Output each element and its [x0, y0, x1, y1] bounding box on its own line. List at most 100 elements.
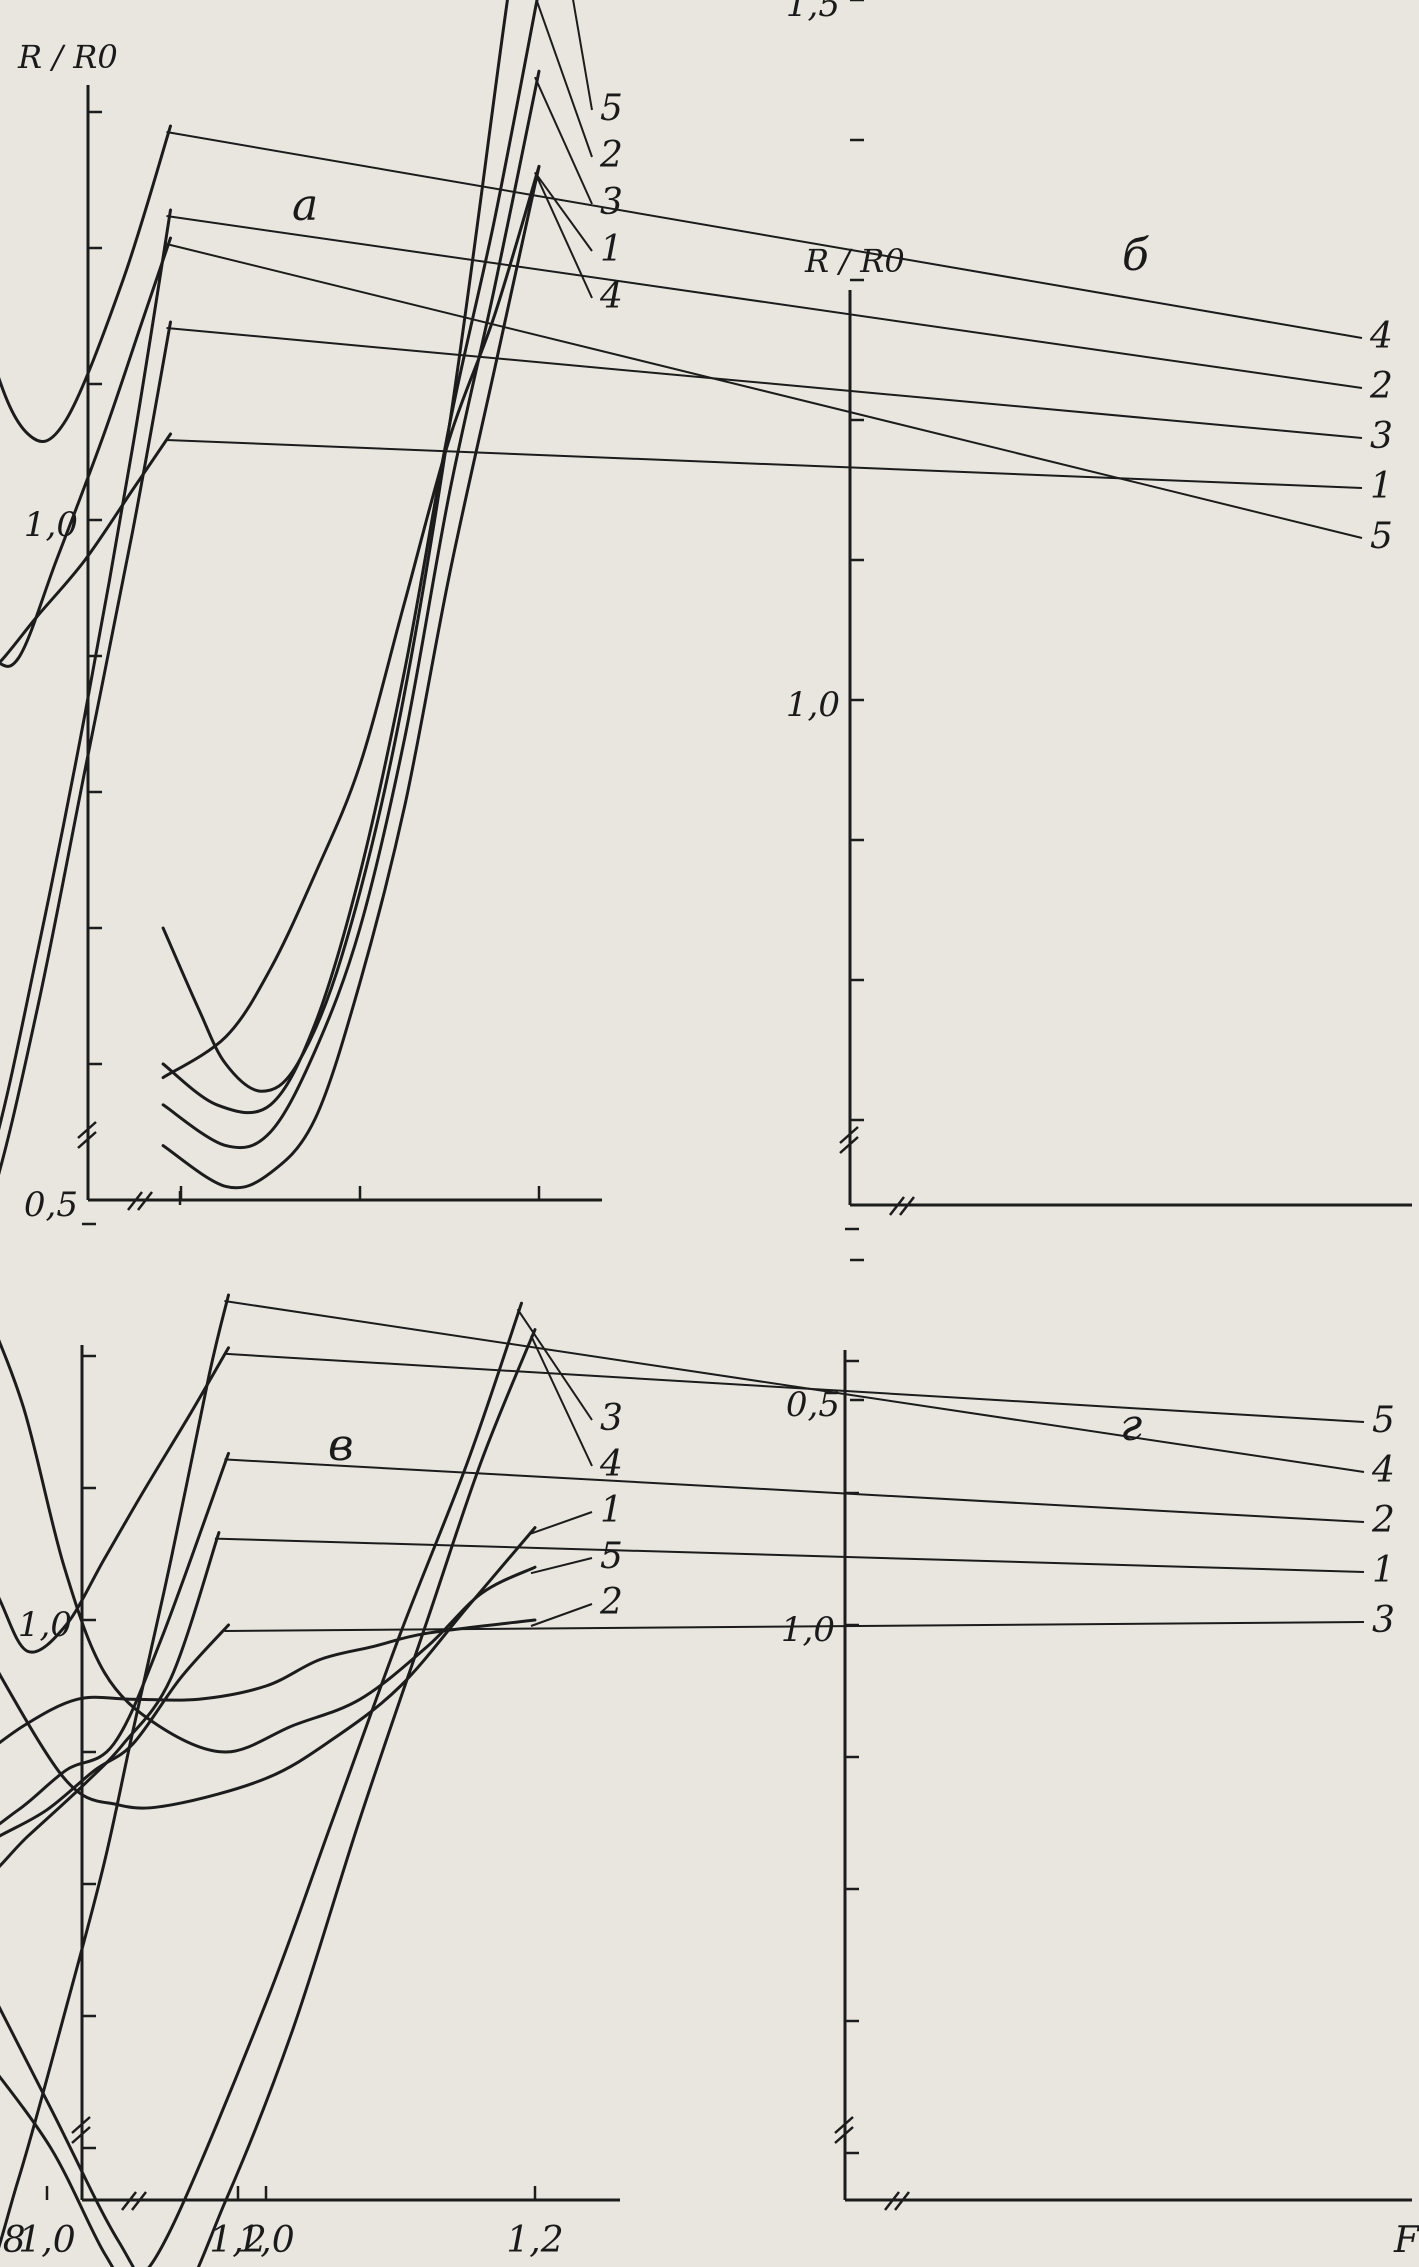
axis-break-x	[889, 1196, 905, 1216]
series-2-leader	[166, 215, 1363, 389]
series-2-label: 2	[599, 135, 623, 176]
axis-break-x	[121, 2191, 137, 2211]
series-2-label: 2	[599, 1582, 623, 1623]
axis-break-x	[137, 1191, 153, 1211]
series-5-curve	[0, 1346, 230, 1654]
series-2-leader	[530, 1603, 593, 1627]
y-tick-label: 1,0	[786, 685, 840, 725]
axis-break-marks	[77, 1121, 153, 1211]
axis-break-marks	[834, 2116, 910, 2211]
series-3-curve	[161, 69, 541, 1150]
y-tick-label: 1,0	[18, 1605, 72, 1645]
series-1-leader	[166, 439, 1363, 489]
series-4-leader	[530, 1335, 593, 1467]
axis-break-x	[899, 1196, 915, 1216]
series-4-label: 4	[1369, 316, 1393, 357]
series-4-leader	[166, 131, 1363, 339]
series-3-leader	[224, 1621, 1365, 1632]
series-1-leader	[534, 171, 593, 252]
series-5-leader	[530, 1557, 593, 1575]
panel-b: 0,5 1,0 1,5 R / R0 б 1 2 3 4 5	[0, 0, 1412, 1425]
series-3-curve	[0, 1301, 523, 2267]
series-2-leader	[224, 1458, 1365, 1523]
axis-break-marks	[71, 2116, 147, 2211]
series-3-leader	[516, 1308, 593, 1421]
series-1-label: 1	[1372, 1550, 1395, 1591]
series-3-curve	[0, 320, 172, 1176]
series-5-curve	[161, 0, 509, 1093]
x-tick-label: 1,2	[506, 2220, 563, 2261]
series-5-curve	[0, 236, 172, 668]
axis-break-y	[839, 1126, 859, 1144]
series-3-label: 3	[1372, 1600, 1395, 1641]
series-5-leader	[166, 243, 1363, 539]
series-1-curve	[0, 432, 172, 665]
series-4-leader	[534, 171, 593, 299]
panel-letter: в	[328, 1420, 354, 1471]
y-axis-label: R / R0	[17, 38, 118, 76]
x-axis-label: F	[1393, 2220, 1419, 2261]
series-4-curve	[161, 164, 541, 1080]
series-4-label: 4	[1371, 1450, 1395, 1491]
axis-break-y	[834, 2116, 854, 2134]
series-2-label: 2	[1369, 366, 1393, 407]
series-5-label: 5	[600, 1536, 623, 1577]
series-1-curve	[0, 1531, 221, 1869]
series-2-curve	[0, 208, 172, 1131]
x-tick-label: 1,0	[18, 2220, 75, 2261]
series-2-label: 2	[1371, 1500, 1395, 1541]
series-4-curve	[0, 1293, 230, 2249]
y-tick-label: 0,5	[18, 2265, 72, 2267]
series-3-label: 3	[600, 182, 623, 223]
axis-break-x	[894, 2191, 910, 2211]
series-3-leader	[166, 327, 1363, 439]
series-2-curve	[0, 1618, 537, 1745]
series-4-leader	[224, 1300, 1365, 1473]
axis-break-y	[839, 1136, 859, 1154]
series-1-leader	[214, 1537, 1365, 1573]
series-4-label: 4	[599, 276, 623, 317]
axis-break-marks	[839, 1126, 915, 1216]
axis-break-y	[77, 1131, 97, 1149]
series-4-curve	[0, 124, 172, 443]
y-tick-label: 1,5	[786, 0, 840, 25]
series-4-curve	[0, 1328, 537, 2267]
series-4-label: 4	[599, 1444, 623, 1485]
panel-letter: а	[292, 180, 318, 231]
series-1-curve	[0, 1526, 537, 1810]
series-1-label: 1	[1370, 466, 1393, 507]
series-1-label: 1	[600, 1490, 623, 1531]
series-5-label: 5	[1372, 1400, 1395, 1441]
series-5-label: 5	[1370, 516, 1393, 557]
axis-break-x	[131, 2191, 147, 2211]
series-3-label: 3	[600, 1398, 623, 1439]
series-3-curve	[0, 1623, 230, 1838]
axis-break-x	[884, 2191, 900, 2211]
series-5-leader	[572, 0, 593, 111]
panel-letter: б	[1122, 230, 1149, 281]
axis-break-x	[127, 1191, 143, 1211]
series-1-label: 1	[600, 229, 623, 270]
x-tick-label: 1,0	[237, 2220, 294, 2261]
series-1-leader	[530, 1511, 593, 1535]
series-5-label: 5	[600, 88, 623, 129]
series-3-label: 3	[1370, 416, 1393, 457]
axis-break-y	[71, 2116, 91, 2134]
y-tick-label: 0,5	[24, 1185, 78, 1225]
series-2-curve	[161, 0, 539, 1115]
axis-break-y	[71, 2126, 91, 2144]
series-1-curve	[161, 164, 541, 1190]
series-2-curve	[0, 1451, 230, 1826]
series-5-curve	[0, 1339, 537, 1754]
y-axis-label: R / R0	[804, 242, 905, 280]
series-2-leader	[535, 0, 593, 158]
x-tick-label: 1,2	[209, 2220, 266, 2261]
axis-break-y	[77, 1121, 97, 1139]
y-tick-label: 1,0	[781, 1610, 835, 1650]
series-3-leader	[534, 76, 593, 205]
axis-break-y	[834, 2126, 854, 2144]
